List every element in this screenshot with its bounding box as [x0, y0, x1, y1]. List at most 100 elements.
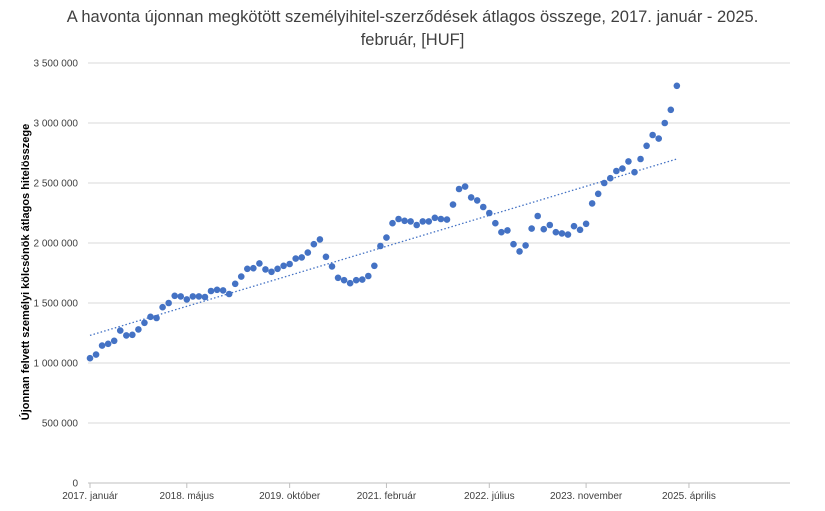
data-point: [159, 303, 166, 311]
y-tick-label: 3 000 000: [34, 119, 79, 130]
x-tick-label: 2021. február: [357, 491, 417, 502]
data-point: [340, 276, 348, 284]
data-point: [98, 342, 106, 349]
data-point: [467, 194, 475, 201]
data-point: [413, 221, 421, 229]
data-point: [425, 218, 433, 225]
data-point: [637, 155, 644, 163]
data-point: [564, 231, 572, 238]
data-point: [649, 131, 656, 139]
data-point: [504, 227, 511, 234]
data-point: [310, 240, 318, 248]
data-point: [268, 268, 275, 276]
data-point: [473, 197, 481, 204]
x-tick-label: 2022. július: [464, 491, 515, 502]
data-point: [147, 313, 154, 321]
data-point: [401, 217, 408, 225]
data-point: [594, 190, 602, 198]
data-point: [153, 314, 160, 322]
data-point: [395, 215, 402, 223]
data-point: [534, 212, 541, 220]
data-point: [316, 236, 324, 243]
data-point: [437, 215, 445, 223]
data-point: [165, 299, 172, 307]
data-point: [104, 340, 112, 348]
data-point: [141, 319, 148, 327]
data-point: [371, 262, 378, 270]
data-point: [546, 221, 554, 229]
data-point: [352, 276, 360, 284]
trendline: [89, 158, 678, 337]
data-point: [498, 228, 505, 236]
data-point: [171, 292, 178, 300]
chart-title: A havonta újonnan megkötött személyihite…: [40, 6, 785, 52]
data-point: [304, 249, 312, 256]
data-point: [237, 273, 245, 280]
data-point: [431, 214, 439, 222]
data-point: [461, 183, 469, 190]
y-tick-label: 2 000 000: [34, 239, 79, 250]
data-point: [600, 179, 608, 187]
data-point: [522, 242, 529, 249]
x-tick-label: 2018. május: [160, 491, 214, 502]
data-point: [328, 263, 336, 270]
data-point: [231, 280, 239, 288]
data-point: [334, 274, 342, 282]
data-point: [183, 296, 191, 303]
data-point: [213, 286, 221, 294]
x-tick-label: 2019. október: [259, 491, 321, 502]
data-point: [631, 168, 638, 176]
data-point: [419, 218, 427, 225]
data-point: [492, 219, 499, 227]
data-point: [207, 287, 215, 295]
data-point: [346, 279, 354, 287]
y-tick-label: 3 500 000: [34, 59, 79, 70]
data-point: [449, 201, 457, 208]
data-point: [625, 158, 632, 165]
data-point: [280, 262, 287, 270]
data-point: [479, 203, 487, 211]
data-point: [582, 220, 590, 228]
data-point: [110, 337, 118, 345]
data-point: [358, 276, 366, 283]
data-point: [588, 200, 596, 207]
y-tick-label: 2 500 000: [34, 179, 79, 190]
data-point: [322, 253, 330, 261]
data-point: [262, 266, 269, 273]
data-point: [673, 82, 681, 90]
data-point: [552, 228, 560, 236]
data-point: [613, 167, 620, 175]
data-point: [510, 240, 517, 248]
y-tick-label: 0: [72, 479, 78, 490]
data-point: [195, 293, 203, 300]
data-point: [86, 354, 94, 362]
data-point: [540, 225, 548, 233]
data-point: [201, 293, 209, 301]
data-point: [92, 351, 100, 358]
data-point: [244, 265, 251, 273]
data-point: [274, 265, 281, 273]
data-point: [407, 218, 414, 225]
data-point: [643, 142, 650, 150]
data-point: [655, 135, 662, 142]
x-tick-label: 2023. november: [550, 491, 623, 502]
data-point: [486, 209, 493, 217]
data-point: [667, 106, 675, 114]
data-point: [619, 165, 626, 172]
data-point: [298, 254, 306, 261]
data-point: [516, 248, 523, 255]
data-point: [219, 287, 227, 294]
x-tick-label: 2025. április: [662, 491, 716, 502]
y-tick-label: 1 500 000: [34, 299, 79, 310]
chart-title-line1: A havonta újonnan megkötött személyihite…: [66, 8, 759, 26]
data-point: [365, 272, 372, 280]
data-point: [558, 230, 566, 237]
data-point: [292, 255, 300, 262]
data-point: [250, 264, 257, 272]
data-point: [377, 242, 384, 250]
data-point: [607, 174, 614, 182]
data-point: [123, 332, 130, 339]
data-point: [570, 222, 578, 230]
